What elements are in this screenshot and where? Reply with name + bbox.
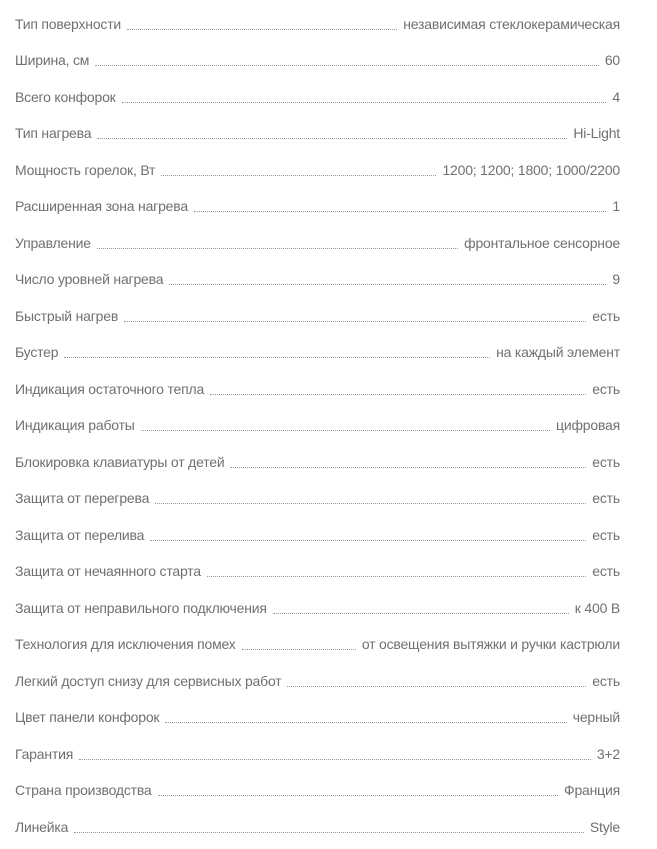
spec-row: Цвет панели конфорок черный: [15, 699, 620, 736]
spec-value: 1200; 1200; 1800; 1000/2200: [442, 161, 620, 178]
spec-value: есть: [592, 307, 620, 324]
spec-row: Всего конфорок 4: [15, 78, 620, 115]
spec-value: от освещения вытяжки и ручки кастрюли: [361, 636, 620, 652]
spec-label: Индикация остаточного тепла: [15, 380, 205, 397]
spec-value: есть: [592, 453, 620, 470]
spec-label: Расширенная зона нагрева: [15, 198, 188, 214]
dotted-leader: [193, 211, 607, 212]
spec-value: к 400 В: [574, 599, 620, 616]
spec-label: Индикация работы: [15, 417, 135, 433]
spec-row: Число уровней нагрева 9: [15, 261, 620, 298]
spec-label: Страна производства: [15, 782, 152, 798]
spec-value: на каждый элемент: [496, 344, 620, 360]
spec-row: Управление фронтальное сенсорное: [15, 224, 620, 261]
spec-row: Легкий доступ снизу для сервисных работ е…: [15, 662, 620, 699]
spec-label: Мощность горелок, Вт: [15, 161, 156, 178]
spec-value: Style: [589, 818, 620, 835]
dotted-leader: [124, 320, 587, 322]
spec-row: Защита от неправильного подключения к 400…: [15, 589, 620, 626]
spec-value: 60: [604, 52, 620, 68]
dotted-leader: [64, 357, 491, 358]
spec-label: Цвет панели конфорок: [15, 709, 160, 725]
spec-value: независимая стеклокерамическая: [403, 15, 620, 32]
spec-value: есть: [592, 672, 620, 689]
spec-row: Тип поверхности независимая стеклокерамич…: [15, 5, 620, 42]
dotted-leader: [155, 503, 587, 504]
spec-label: Управление: [15, 234, 91, 251]
dotted-leader: [74, 831, 584, 833]
spec-label: Всего конфорок: [15, 88, 116, 105]
dotted-leader: [161, 174, 437, 176]
spec-label: Бустер: [15, 344, 59, 360]
spec-label: Ширина, см: [15, 52, 90, 68]
dotted-leader: [140, 430, 551, 431]
dotted-leader: [272, 612, 569, 614]
spec-value: есть: [592, 526, 620, 543]
spec-row: Технология для исключения помех от освеще…: [15, 626, 620, 663]
dotted-leader: [169, 284, 607, 285]
dotted-leader: [79, 758, 591, 760]
dotted-leader: [150, 539, 587, 541]
spec-label: Блокировка клавиатуры от детей: [15, 453, 225, 470]
spec-value: 3+2: [596, 745, 620, 762]
spec-label: Тип поверхности: [15, 15, 122, 32]
spec-value: цифровая: [556, 417, 620, 433]
spec-label: Линейка: [15, 818, 69, 835]
spec-row: Страна производства Франция: [15, 772, 620, 809]
spec-row: Защита от перегрева есть: [15, 480, 620, 517]
spec-row: Защита от нечаянного старта есть: [15, 553, 620, 590]
spec-value: Франция: [564, 782, 620, 798]
dotted-leader: [287, 685, 587, 687]
spec-row: Гарантия 3+2: [15, 735, 620, 772]
spec-label: Защита от перелива: [15, 526, 145, 543]
spec-value: есть: [592, 490, 620, 506]
spec-label: Защита от нечаянного старта: [15, 563, 201, 579]
dotted-leader: [97, 138, 568, 139]
spec-row: Мощность горелок, Вт 1200; 1200; 1800; 10…: [15, 151, 620, 188]
dotted-leader: [96, 247, 459, 249]
spec-label: Быстрый нагрев: [15, 307, 119, 324]
spec-list: Тип поверхности независимая стеклокерамич…: [15, 5, 620, 845]
spec-row: Защита от перелива есть: [15, 516, 620, 553]
dotted-leader: [230, 466, 587, 468]
dotted-leader: [165, 722, 567, 723]
spec-label: Технология для исключения помех: [15, 636, 236, 652]
spec-label: Гарантия: [15, 745, 74, 762]
dotted-leader: [157, 795, 559, 796]
dotted-leader: [95, 65, 599, 66]
spec-row: Тип нагрева Hi-Light: [15, 115, 620, 152]
spec-label: Защита от перегрева: [15, 490, 150, 506]
spec-row: Расширенная зона нагрева 1: [15, 188, 620, 225]
spec-value: фронтальное сенсорное: [464, 234, 620, 251]
spec-value: 4: [612, 88, 620, 105]
spec-value: есть: [592, 563, 620, 579]
spec-value: 9: [612, 271, 620, 287]
spec-value: Hi-Light: [573, 125, 620, 141]
spec-row: Ширина, см 60: [15, 42, 620, 79]
spec-row: Быстрый нагрев есть: [15, 297, 620, 334]
spec-label: Защита от неправильного подключения: [15, 599, 267, 616]
spec-row: Индикация остаточного тепла есть: [15, 370, 620, 407]
dotted-leader: [241, 649, 356, 650]
dotted-leader: [210, 393, 587, 395]
spec-label: Число уровней нагрева: [15, 271, 164, 287]
dotted-leader: [127, 28, 398, 30]
spec-value: есть: [592, 380, 620, 397]
spec-row: Линейка Style: [15, 808, 620, 845]
spec-value: 1: [612, 198, 620, 214]
spec-label: Легкий доступ снизу для сервисных работ: [15, 672, 282, 689]
spec-row: Бустер на каждый элемент: [15, 334, 620, 371]
spec-row: Индикация работы цифровая: [15, 407, 620, 444]
spec-label: Тип нагрева: [15, 125, 92, 141]
spec-row: Блокировка клавиатуры от детей есть: [15, 443, 620, 480]
spec-value: черный: [572, 709, 620, 725]
dotted-leader: [206, 576, 587, 577]
dotted-leader: [121, 101, 607, 103]
